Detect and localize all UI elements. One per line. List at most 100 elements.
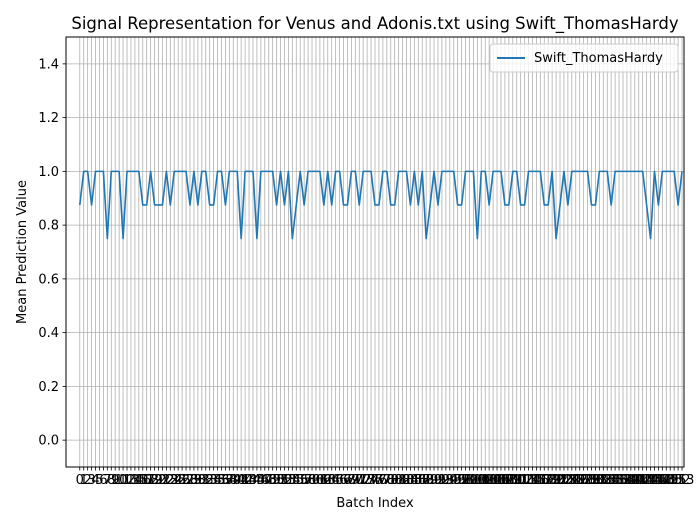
x-tick-label: 63 xyxy=(319,473,336,488)
x-tick-label: 99 xyxy=(461,473,478,488)
x-tick-label: 51 xyxy=(272,473,289,488)
legend-box xyxy=(489,43,679,73)
x-tick-label: 71 xyxy=(351,473,368,488)
x-tick-label: 45 xyxy=(249,473,266,488)
x-tick-label: 34 xyxy=(205,473,222,488)
x-tick-label: 107 xyxy=(489,473,514,488)
x-tick-label: 132 xyxy=(587,473,612,488)
x-tick-label: 8 xyxy=(107,473,115,488)
x-tick-label: 28 xyxy=(182,473,199,488)
x-tick-label: 100 xyxy=(461,473,486,488)
x-tick-label: 6 xyxy=(99,473,107,488)
x-tick-label: 44 xyxy=(245,473,262,488)
x-tick-label: 73 xyxy=(359,473,376,488)
x-tick-label: 141 xyxy=(622,473,647,488)
x-tick-label: 22 xyxy=(158,473,175,488)
x-tick-label: 146 xyxy=(642,473,667,488)
y-tick-label: 0.6 xyxy=(38,272,59,287)
x-tick-label: 140 xyxy=(618,473,643,488)
x-tick-label: 84 xyxy=(402,473,419,488)
x-tick-label: 56 xyxy=(292,473,309,488)
x-tick-label: 72 xyxy=(355,473,372,488)
x-tick-label: 118 xyxy=(532,473,557,488)
x-tick-label: 70 xyxy=(347,473,364,488)
x-tick-label: 7 xyxy=(103,473,111,488)
x-tick-label: 91 xyxy=(430,473,447,488)
x-tick-label: 43 xyxy=(241,473,258,488)
x-tick-label: 119 xyxy=(536,473,561,488)
x-tick-label: 57 xyxy=(296,473,313,488)
x-tick-label: 21 xyxy=(154,473,171,488)
x-tick-label: 60 xyxy=(308,473,325,488)
x-tick-label: 126 xyxy=(563,473,588,488)
x-tick-label: 116 xyxy=(524,473,549,488)
x-tick-label: 3 xyxy=(87,473,95,488)
x-tick-label: 59 xyxy=(304,473,321,488)
x-tick-label: 32 xyxy=(197,473,214,488)
x-tick-label: 33 xyxy=(201,473,218,488)
x-tick-label: 74 xyxy=(363,473,380,488)
x-tick-label: 5 xyxy=(95,473,103,488)
x-tick-label: 54 xyxy=(284,473,301,488)
x-tick-label: 48 xyxy=(260,473,277,488)
x-tick-label: 98 xyxy=(457,473,474,488)
x-axis-label: Batch Index xyxy=(336,496,414,511)
x-tick-label: 15 xyxy=(131,473,148,488)
x-tick-label: 37 xyxy=(217,473,234,488)
x-axis-ticks: 0123456789101112131415161718192021222324… xyxy=(76,467,695,488)
x-tick-label: 79 xyxy=(382,473,399,488)
x-tick-label: 130 xyxy=(579,473,604,488)
x-tick-label: 123 xyxy=(552,473,577,488)
x-tick-label: 144 xyxy=(634,473,659,488)
x-tick-label: 30 xyxy=(190,473,207,488)
x-tick-label: 82 xyxy=(394,473,411,488)
x-tick-label: 83 xyxy=(398,473,415,488)
x-tick-label: 11 xyxy=(115,473,132,488)
x-tick-label: 31 xyxy=(194,473,211,488)
x-tick-label: 128 xyxy=(571,473,596,488)
x-tick-label: 112 xyxy=(508,473,533,488)
x-tick-label: 121 xyxy=(544,473,569,488)
legend: Swift_ThomasHardy xyxy=(489,43,679,73)
vertical-gridlines xyxy=(79,37,683,467)
x-tick-label: 62 xyxy=(316,473,333,488)
x-tick-label: 86 xyxy=(410,473,427,488)
y-tick-label: 0.2 xyxy=(38,380,59,395)
x-tick-label: 134 xyxy=(595,473,620,488)
x-tick-label: 12 xyxy=(119,473,136,488)
x-tick-label: 109 xyxy=(496,473,521,488)
x-tick-label: 4 xyxy=(91,473,99,488)
x-tick-label: 90 xyxy=(426,473,443,488)
x-tick-label: 87 xyxy=(414,473,431,488)
x-tick-label: 1 xyxy=(80,473,88,488)
x-tick-label: 41 xyxy=(233,473,250,488)
x-tick-label: 27 xyxy=(178,473,195,488)
x-tick-label: 94 xyxy=(442,473,459,488)
y-tick-label: 0.8 xyxy=(38,219,59,234)
x-tick-label: 75 xyxy=(367,473,384,488)
x-tick-label: 106 xyxy=(485,473,510,488)
x-tick-label: 125 xyxy=(559,473,584,488)
legend-label: Swift_ThomasHardy xyxy=(534,51,663,66)
x-tick-label: 17 xyxy=(138,473,155,488)
y-tick-label: 1.0 xyxy=(38,165,59,180)
x-tick-label: 151 xyxy=(662,473,687,488)
x-tick-label: 39 xyxy=(225,473,242,488)
x-tick-label: 49 xyxy=(264,473,281,488)
x-tick-label: 77 xyxy=(375,473,392,488)
x-tick-label: 93 xyxy=(438,473,455,488)
x-tick-label: 139 xyxy=(615,473,640,488)
x-tick-label: 42 xyxy=(237,473,254,488)
y-axis-label: Mean Prediction Value xyxy=(15,180,30,324)
x-tick-label: 108 xyxy=(492,473,517,488)
x-tick-label: 2 xyxy=(84,473,92,488)
x-tick-label: 35 xyxy=(209,473,226,488)
x-tick-label: 29 xyxy=(186,473,203,488)
x-tick-label: 149 xyxy=(654,473,679,488)
x-tick-label: 153 xyxy=(670,473,695,488)
x-tick-label: 78 xyxy=(379,473,396,488)
x-tick-label: 14 xyxy=(127,473,144,488)
x-tick-label: 115 xyxy=(520,473,545,488)
